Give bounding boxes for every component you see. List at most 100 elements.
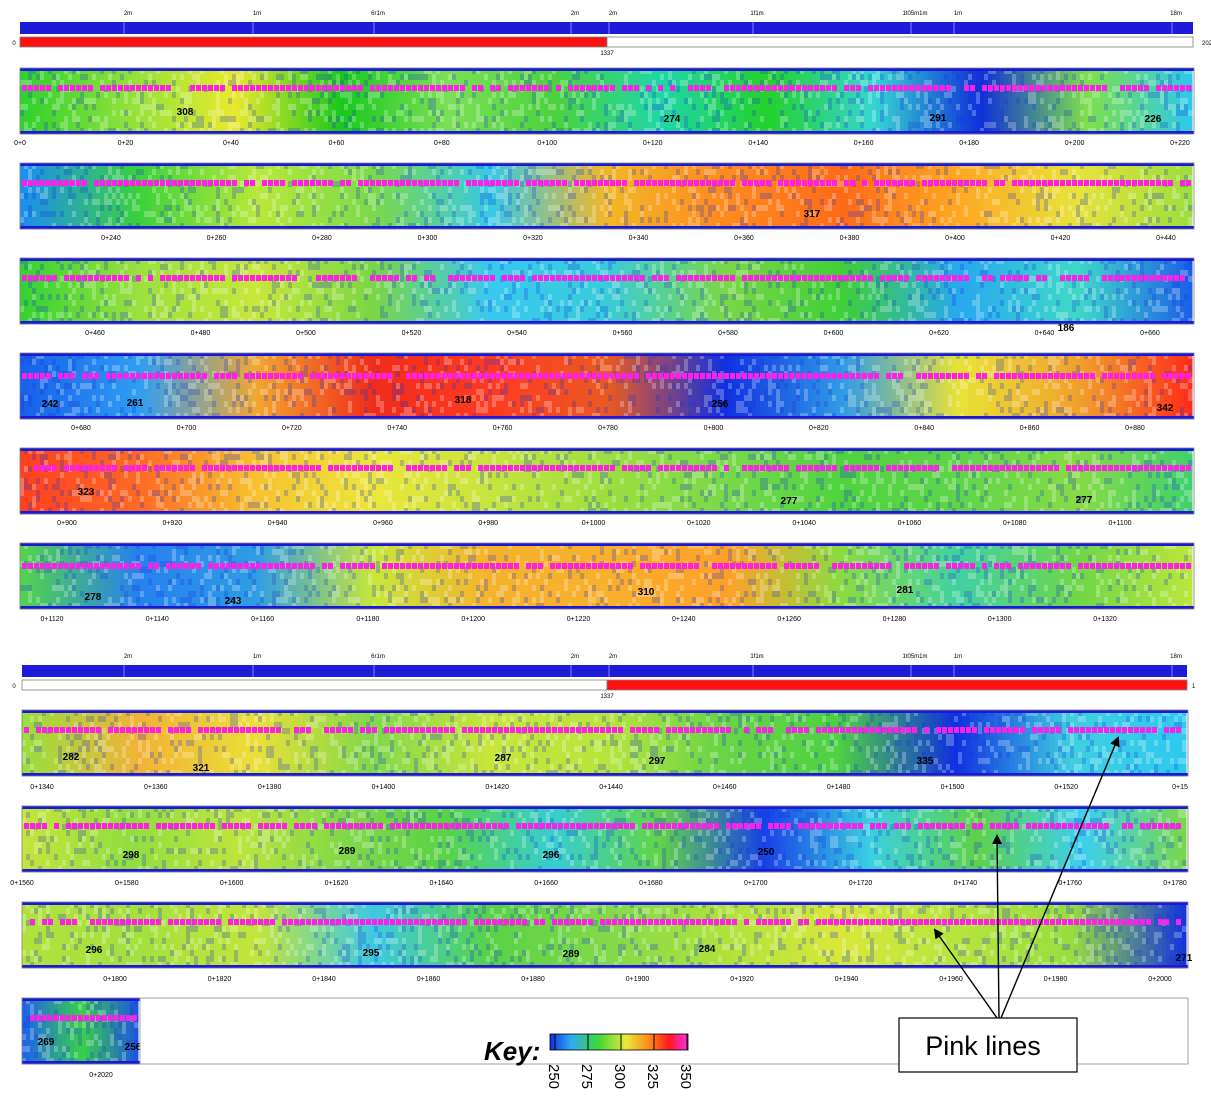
heatmap-cell [312, 116, 317, 123]
heatmap-cell [488, 98, 493, 105]
heatmap-cell [552, 98, 557, 105]
heatmap-cell [484, 98, 489, 105]
heatmap-cell [384, 104, 389, 111]
heatmap-cell [424, 92, 429, 99]
heatmap-cell [540, 92, 545, 99]
heatmap-cell [376, 122, 381, 129]
heatmap-cell [148, 116, 153, 123]
heatmap-cell [376, 104, 381, 111]
heatmap-cell [396, 122, 401, 129]
heatmap-cell [56, 110, 61, 117]
heatmap-cell [560, 98, 565, 105]
heatmap-cell [120, 92, 125, 99]
heatmap-cell [496, 116, 501, 123]
heatmap-cell [56, 104, 61, 111]
heatmap-cell [280, 92, 285, 99]
heatmap-cell [484, 86, 489, 93]
heatmap-cell [276, 98, 281, 105]
heatmap-cell [292, 98, 297, 105]
heatmap-cell [324, 98, 329, 105]
heatmap-cell [328, 92, 333, 99]
heatmap-cell [536, 116, 541, 123]
heatmap-cell [536, 110, 541, 117]
heatmap-cell [152, 74, 157, 81]
heatmap-cell [76, 116, 81, 123]
heatmap-cell [184, 92, 189, 99]
heatmap-cell [68, 74, 73, 81]
heatmap-cell [144, 110, 149, 117]
heatmap-cell [232, 98, 237, 105]
heatmap-cell [568, 110, 573, 117]
heatmap-cell [100, 92, 105, 99]
heatmap-cell [436, 98, 441, 105]
heatmap-cell [548, 116, 553, 123]
heatmap-cell [208, 98, 213, 105]
heatmap-cell [260, 122, 265, 129]
heatmap-cell [180, 86, 185, 93]
heatmap-cell [604, 122, 609, 129]
heatmap-cell [336, 116, 341, 123]
heatmap-cell [208, 110, 213, 117]
heatmap-cell [100, 122, 105, 129]
heatmap-cell [424, 116, 429, 123]
heatmap-cell [260, 74, 265, 81]
heatmap-cell [332, 110, 337, 117]
heatmap-cell [224, 92, 229, 99]
heatmap-cell [60, 92, 65, 99]
heatmap-cell [284, 122, 289, 129]
heatmap-cell [132, 110, 137, 117]
heatmap-cell [380, 122, 385, 129]
heatmap-cell [64, 74, 69, 81]
heatmap-cell [528, 98, 533, 105]
heatmap-cell [100, 110, 105, 117]
heatmap-cell [380, 92, 385, 99]
heatmap-cell [28, 74, 33, 81]
heatmap-cell [420, 116, 425, 123]
heatmap-cell [504, 74, 509, 81]
heatmap-cell [472, 116, 477, 123]
heatmap-cell [484, 104, 489, 111]
heatmap-cell [384, 116, 389, 123]
heatmap-cell [508, 92, 513, 99]
heatmap-cell [376, 92, 381, 99]
heatmap-cell [256, 110, 261, 117]
heatmap-cell [304, 98, 309, 105]
heatmap-cell [316, 122, 321, 129]
heatmap-cell [468, 98, 473, 105]
heatmap-cell [216, 122, 221, 129]
heatmap-cell [228, 104, 233, 111]
heatmap-cell [428, 122, 433, 129]
heatmap-cell [24, 74, 29, 81]
heatmap-cell [56, 122, 61, 129]
heatmap-cell [220, 98, 225, 105]
heatmap-cell [540, 110, 545, 117]
heatmap-cell [40, 110, 45, 117]
heatmap-cell [68, 92, 73, 99]
heatmap-cell [376, 110, 381, 117]
heatmap-cell [436, 116, 441, 123]
heatmap-cell [312, 98, 317, 105]
heatmap-cell [572, 92, 577, 99]
heatmap-cell [368, 104, 373, 111]
heatmap-cell [560, 116, 565, 123]
heatmap-cell [368, 122, 373, 129]
heatmap-cell [516, 122, 521, 129]
heatmap-cell [112, 122, 117, 129]
heatmap-cell [520, 110, 525, 117]
overview-segment [22, 680, 607, 690]
heatmap-cell [416, 116, 421, 123]
heatmap-cell [240, 122, 245, 129]
heatmap-cell [56, 116, 61, 123]
heatmap-cell [464, 122, 469, 129]
heatmap-cell [20, 92, 25, 99]
heatmap-cell [352, 98, 357, 105]
heatmap-cell [32, 92, 37, 99]
heatmap-cell [412, 116, 417, 123]
heatmap-cell [100, 74, 105, 81]
heatmap-cell [444, 110, 449, 117]
overview-bar: 2m 1m 6r1m 2m 2m 1f1m 1t05m1m 1m 18m0 11337 [12, 654, 1196, 700]
heatmap-cell [288, 104, 293, 111]
heatmap-cell [136, 92, 141, 99]
heatmap-cell [96, 110, 101, 117]
